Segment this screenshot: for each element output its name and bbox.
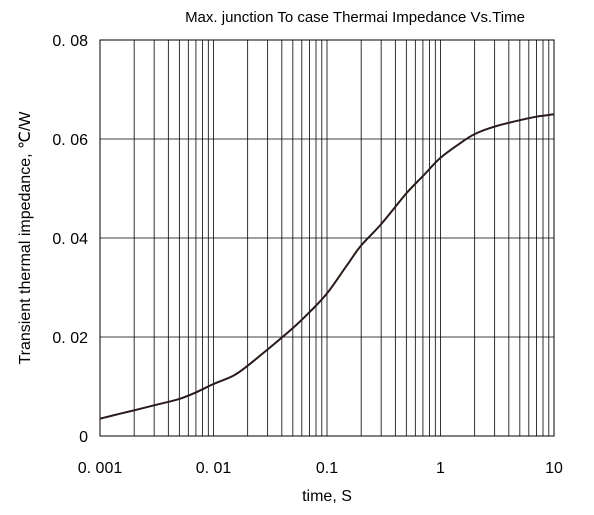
plot-frame	[99, 39, 555, 437]
y-tick-label: 0. 06	[52, 132, 88, 149]
x-tick-label: 10	[545, 460, 563, 477]
x-tick-label: 1	[436, 460, 445, 477]
y-axis-label: Transient thermal impedance, ℃/W	[17, 111, 34, 365]
x-tick-label: 0. 001	[78, 460, 123, 477]
y-tick-label: 0	[79, 429, 88, 446]
chart-title: Max. junction To case Thermai Impedance …	[185, 9, 525, 26]
y-tick-label: 0. 04	[52, 231, 88, 248]
impedance-curve	[99, 113, 555, 420]
tick-labels: 0. 001 0. 01 0.1 1 10 0 0. 02 0. 04 0. 06 0. 08	[52, 33, 563, 477]
y-tick-label: 0. 02	[52, 330, 88, 347]
x-axis-label: time, S	[302, 488, 352, 505]
grid	[100, 40, 554, 436]
y-tick-label: 0. 08	[52, 33, 88, 50]
x-tick-label: 0. 01	[196, 460, 232, 477]
x-tick-label: 0.1	[316, 460, 338, 477]
